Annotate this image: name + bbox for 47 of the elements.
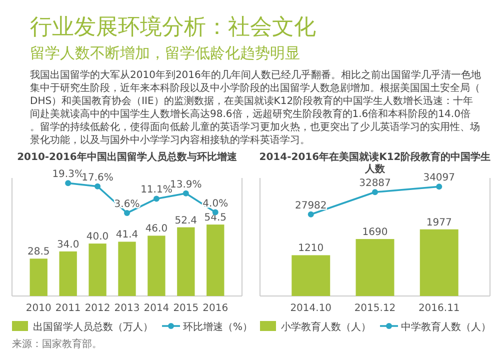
text: 留学人数不断增加，留学低龄化趋势明显 (30, 44, 300, 62)
x-tick-label: 2015 (173, 303, 199, 314)
data-label: 28.5 (27, 246, 50, 258)
bar (59, 251, 77, 296)
bar (118, 242, 136, 296)
data-label: 11.1% (140, 184, 172, 196)
bar (177, 227, 195, 296)
data-label: 1690 (362, 227, 388, 238)
legend-label: 出国留学人员总数（万人） (33, 321, 153, 333)
data-label: 1210 (298, 243, 324, 254)
data-label: 4.0% (202, 198, 228, 210)
data-label: 41.4 (116, 230, 138, 241)
bar (30, 258, 48, 296)
x-tick-label: 2016 (202, 303, 228, 314)
data-label: 17.6% (82, 172, 114, 184)
point (94, 183, 101, 190)
data-label: 1977 (426, 217, 452, 228)
data-label: 52.4 (174, 215, 198, 226)
x-tick-label: 2016.11 (418, 303, 460, 314)
data-label: 46.0 (145, 224, 168, 235)
bar (148, 236, 166, 296)
bar (88, 244, 106, 296)
legend-label: 环比增速（%） (183, 321, 253, 333)
point (153, 196, 160, 202)
data-label: 34097 (423, 172, 456, 184)
point (124, 210, 130, 216)
x-tick-label: 2013 (114, 303, 140, 314)
point (65, 180, 72, 186)
x-tick-label: 2014.10 (290, 303, 332, 314)
data-label: 34.0 (56, 239, 80, 250)
legend-label: 中学教育人数（人） (401, 321, 491, 333)
chart-title: 2010-2016年中国出国留学人员总数与环比增速 (17, 151, 238, 163)
legend-label: 小学教育人数（人） (281, 321, 371, 333)
data-label: 40.0 (86, 232, 109, 243)
point (182, 190, 189, 196)
text: 行业发展环境分析：社会文化 (30, 15, 316, 40)
data-label: 27982 (294, 200, 327, 212)
x-tick-label: 2010 (26, 303, 52, 314)
data-label: 13.9% (170, 179, 202, 190)
source-note: 来源：国家教育部。 (12, 338, 102, 350)
data-label: 32887 (359, 178, 391, 190)
bar (206, 224, 224, 296)
x-tick-label: 2011 (55, 303, 81, 314)
x-tick-label: 2012 (84, 303, 110, 314)
x-tick-label: 2014 (144, 303, 170, 314)
text: 我国出国留学的大军从2010年到2016年的几年间人数已经几乎翻番。相比之前出国留学几乎清一色地集中于研究生阶段，近年来本科阶段以及中小学阶段的出国留学人数急剧增加。根据美国国土安全局（DHS）和美国教育协会（IIE）的监测数据，在美国就读K12阶段教育的中国学生人数增长迅速：十年间赴美就读高中的中国学生人数增长高达98.6倍，远超研究生阶段教育的1.6倍和本科阶段的14.0倍。留学的持续低龄化，使得面向低龄儿童的英语学习更加火热，也更突出了少儿英语学习的实用性、场景化功能，以及与国外中小学学习内容相接轨的学科英语学习。 (30, 69, 481, 146)
x-tick-label: 2015.12 (354, 303, 396, 314)
